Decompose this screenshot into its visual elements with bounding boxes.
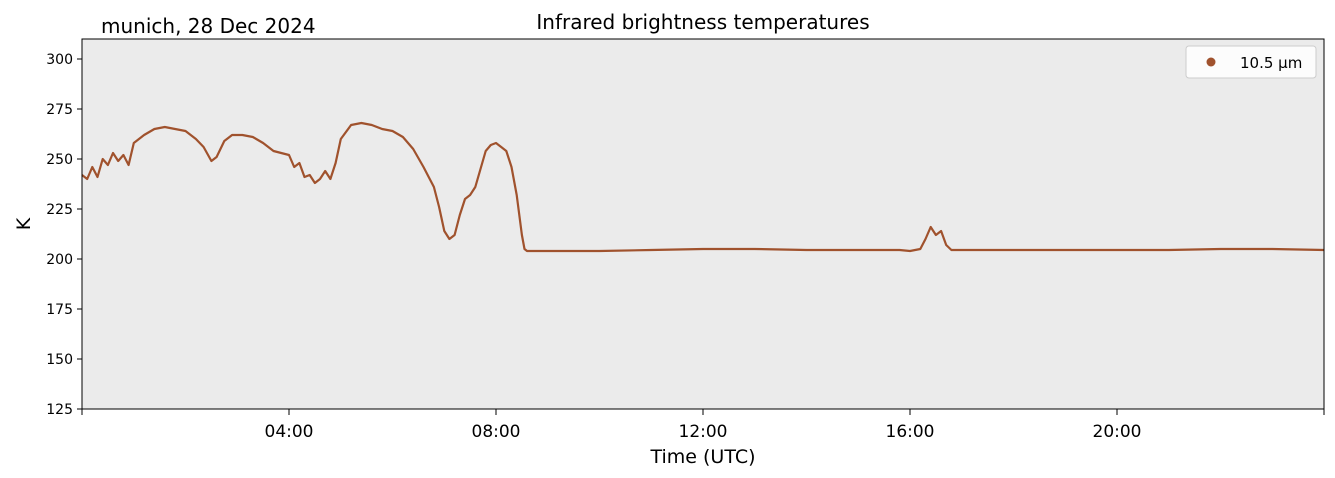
legend-marker bbox=[1206, 57, 1216, 67]
legend-box bbox=[1185, 45, 1317, 79]
x-tick-label: 08:00 bbox=[472, 422, 521, 442]
x-tick-label: 04:00 bbox=[265, 422, 314, 442]
y-tick-label: 175 bbox=[46, 302, 73, 318]
y-axis: 125 150 175 200 225 250 275 300 bbox=[46, 52, 82, 418]
x-tick-label: 16:00 bbox=[886, 422, 935, 442]
plot-area bbox=[82, 39, 1324, 409]
x-axis: 04:00 08:00 12:00 16:00 20:00 bbox=[81, 409, 1325, 442]
series-layer bbox=[81, 121, 1325, 253]
x-tick-label: 12:00 bbox=[679, 422, 728, 442]
series-line bbox=[81, 121, 1325, 253]
y-tick-label: 150 bbox=[46, 352, 73, 368]
y-tick-label: 225 bbox=[46, 202, 73, 218]
y-tick-label: 200 bbox=[46, 252, 73, 268]
x-tick-label: 20:00 bbox=[1093, 422, 1142, 442]
legend-label: 10.5 µm bbox=[1240, 54, 1302, 72]
legend: 10.5 µm bbox=[1185, 45, 1317, 79]
y-tick-label: 300 bbox=[46, 52, 73, 68]
x-axis-label: Time (UTC) bbox=[649, 446, 755, 468]
chart-subtitle: munich, 28 Dec 2024 bbox=[101, 14, 316, 38]
y-tick-label: 275 bbox=[46, 102, 73, 118]
y-tick-label: 250 bbox=[46, 152, 73, 168]
y-tick-label: 125 bbox=[46, 402, 73, 418]
chart-title: Infrared brightness temperatures bbox=[536, 10, 869, 34]
y-axis-label: K bbox=[13, 217, 35, 230]
